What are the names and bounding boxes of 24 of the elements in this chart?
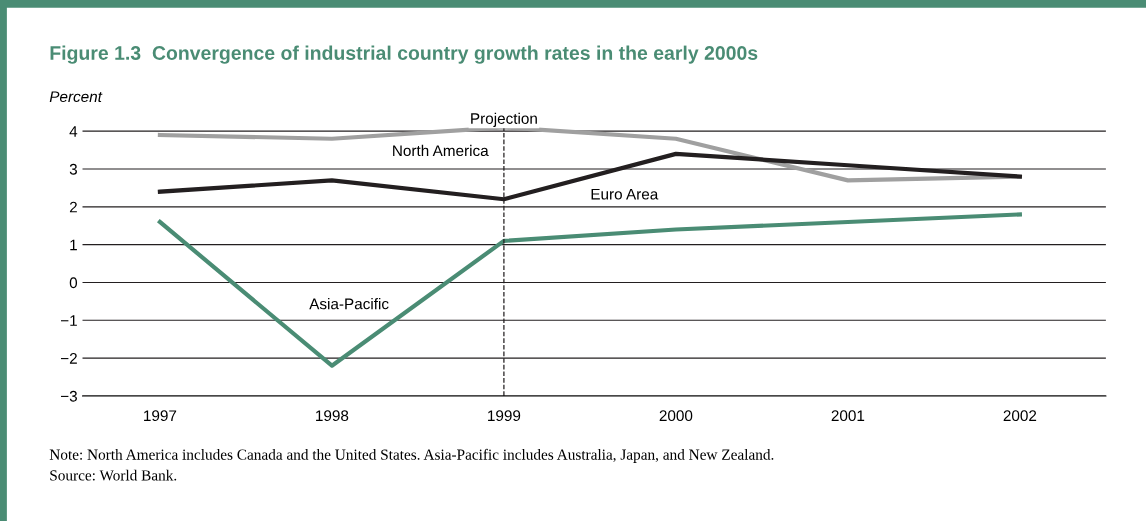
y-tick-label: 2 (69, 201, 77, 213)
series-label: North America (393, 144, 489, 157)
x-tick-label: 1999 (488, 410, 521, 422)
chart-title: Figure 1.3 Convergence of industrial country growth rates in the early 2000s (50, 45, 758, 64)
series-label: Asia-Pacific (309, 298, 389, 310)
x-tick-label: 2002 (1003, 410, 1037, 422)
x-tick-label: 2000 (659, 410, 693, 422)
y-tick-label: 1 (70, 239, 77, 251)
x-tick-label: 2001 (831, 410, 865, 422)
y-tick-label: 0 (69, 277, 78, 289)
y-axis-title: Percent (49, 91, 103, 103)
y-tick-label: −1 (60, 315, 77, 326)
text: Note: North America includes Canada and the United States. Asia-Pacific includes Australia, Japan, and New Zealand. (49, 448, 774, 463)
x-tick-label: 1998 (316, 410, 349, 422)
line-series (157, 125, 1022, 183)
line-series (157, 212, 1022, 368)
source-note: Source: World Bank. (50, 469, 177, 481)
series-label: Euro Area (591, 188, 659, 200)
y-tick-label: 4 (69, 126, 78, 137)
ref-line-label: Projection (471, 112, 537, 127)
y-tick-label: −2 (60, 353, 77, 364)
y-tick-label: 3 (69, 163, 77, 175)
x-tick-label: 1997 (144, 410, 177, 422)
y-tick-label: −3 (60, 390, 77, 402)
